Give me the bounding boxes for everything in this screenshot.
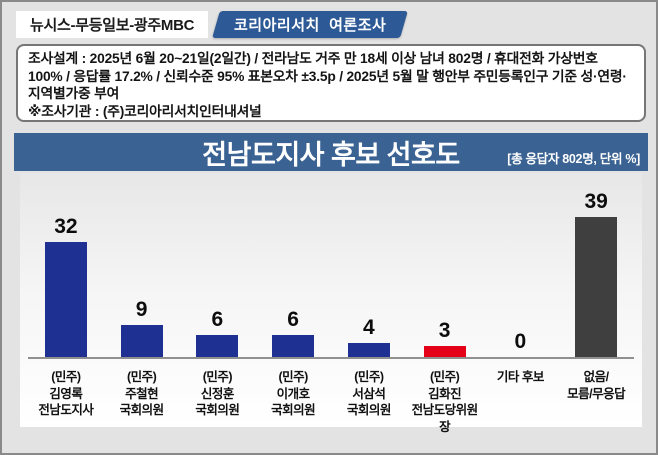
category-label: (민주) 김화진 전남도당위원장 — [411, 370, 479, 434]
category-label: 없음/ 모름/무응답 — [567, 370, 626, 401]
bar-3 — [196, 335, 239, 357]
labels-row: (민주) 김영록 전남도지사 (민주) 주철현 국회의원 (민주) 신정훈 국회의원… — [28, 369, 634, 435]
bar-column: 6 — [180, 308, 256, 357]
bar-5 — [347, 343, 390, 357]
bars-row: 32 9 6 6 4 3 0 39 — [28, 173, 634, 359]
bar-column: 6 — [255, 308, 331, 357]
bar-column: 9 — [104, 298, 180, 357]
header: 뉴시스-무등일보-광주MBC 코리아리서치 여론조사 — [16, 11, 409, 38]
category-label: (민주) 주철현 국회의원 — [119, 370, 165, 417]
bar-chart: 32 9 6 6 4 3 0 39 (민주) 김영록 전남도지사 (민주) 주철현 국회의원 (민… — [20, 173, 642, 434]
bar-column: 0 — [483, 330, 559, 357]
bar-value-label: 4 — [363, 316, 375, 339]
bar-column: 4 — [331, 316, 407, 357]
bar-8 — [575, 217, 618, 357]
bar-column: 32 — [28, 215, 104, 357]
bar-value-label: 9 — [135, 298, 148, 321]
chart-unit-note: [총 응답자 802명, 단위 %] — [507, 152, 640, 166]
category-label: (민주) 신정훈 국회의원 — [195, 370, 240, 417]
bar-value-label: 6 — [287, 308, 299, 331]
category-label: (민주) 김영록 전남도지사 — [38, 370, 94, 417]
bar-4 — [272, 335, 315, 357]
category-label: 기타 후보 — [496, 370, 544, 384]
category-label: (민주) 서삼석 국회의원 — [346, 370, 392, 417]
survey-agency-text: ※조사기관 : (주)코리아리서치인터내셔널 — [28, 103, 262, 119]
bar-column: 39 — [558, 190, 634, 357]
bar-value-label: 39 — [584, 190, 608, 213]
bar-6 — [423, 346, 466, 357]
survey-design-text: 조사설계 : 2025년 6월 20~21일(2일간) / 전라남도 거주 만 … — [28, 51, 627, 102]
survey-design-box: 조사설계 : 2025년 6월 20~21일(2일간) / 전라남도 거주 만 … — [16, 44, 646, 122]
bar-value-label: 0 — [514, 330, 527, 353]
category-label: (민주) 이개호 국회의원 — [271, 370, 316, 417]
bar-value-label: 3 — [438, 319, 451, 342]
research-badge-label: 코리아리서치 여론조사 — [234, 17, 387, 34]
bar-value-label: 6 — [211, 308, 224, 331]
research-badge: 코리아리서치 여론조사 — [212, 11, 409, 38]
media-source-label: 뉴시스-무등일보-광주MBC — [16, 11, 209, 38]
bar-column: 3 — [407, 319, 483, 357]
bar-1 — [44, 242, 87, 357]
chart-title: 전남도지사 후보 선호도 — [202, 139, 460, 170]
chart-title-bar: 전남도지사 후보 선호도 [총 응답자 802명, 단위 %] — [14, 133, 648, 171]
bar-value-label: 32 — [54, 215, 78, 238]
bar-2 — [120, 325, 163, 357]
